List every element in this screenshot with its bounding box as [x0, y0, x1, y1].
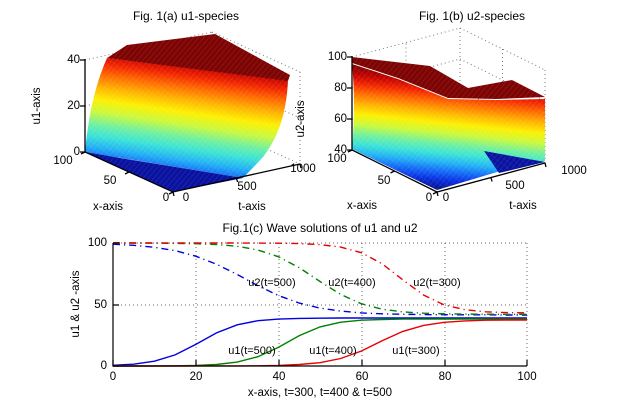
- annotation-u1-t500: u1(t=500): [228, 345, 276, 357]
- fig-c-ytick-100: 100: [87, 237, 107, 249]
- curve-u1(t=400): [113, 318, 527, 367]
- fig-c-xtick-20: 20: [189, 371, 203, 383]
- fig-c-xtick-0: 0: [109, 371, 117, 383]
- fig-c-ytick-50: 50: [94, 299, 107, 311]
- fig-b-xaxis-label: x-axis: [346, 200, 378, 212]
- fig-c-xtick-80: 80: [438, 371, 452, 383]
- curve-u2(t=400): [113, 242, 527, 315]
- annotation-u2-t400: u2(t=400): [328, 277, 376, 289]
- fig-a-surface: [85, 34, 290, 192]
- curve-u1(t=500): [112, 317, 527, 366]
- fig-b-ttick-0: 0: [442, 192, 450, 204]
- fig-a-xtick-0: 0: [162, 192, 170, 204]
- fig-a-ztick-20: 20: [67, 100, 80, 112]
- fig-c-axes: [112, 242, 528, 367]
- fig-a-ztick-0: 0: [73, 146, 80, 158]
- fig-b-ztick-60: 60: [334, 113, 347, 125]
- fig-a-title: Fig. 1(a) u1-species: [132, 9, 240, 23]
- fig-a-taxis-label: t-axis: [238, 201, 266, 213]
- fig-a-axes: [80, 59, 302, 197]
- fig-b-xtick-50: 50: [377, 175, 391, 187]
- annotation-u1-t300: u1(t=300): [392, 345, 440, 357]
- fig-c-xtick-60: 60: [355, 371, 369, 383]
- fig-b-title: Fig. 1(b) u2-species: [418, 9, 526, 23]
- fig-a-zaxis-label: u1-axis: [31, 87, 43, 125]
- fig-b-zaxis-label: u2-axis: [295, 100, 307, 138]
- curve-u2(t=500): [112, 243, 527, 316]
- fig-b-surface: [352, 57, 545, 190]
- fig-a-ttick-0: 0: [182, 192, 190, 204]
- annotation-u1-t400: u1(t=400): [309, 345, 357, 357]
- fig-b-axes: [347, 56, 547, 197]
- fig-b-taxis-label: t-axis: [509, 200, 537, 212]
- fig-b-xtick-0: 0: [425, 192, 433, 204]
- fig-a-xtick-100: 100: [53, 155, 73, 167]
- fig-a-ttick-500: 500: [237, 181, 257, 193]
- curve-u2(t=300): [113, 242, 528, 314]
- annotation-u2-t300: u2(t=300): [413, 277, 461, 289]
- fig-c-xtick-100: 100: [517, 371, 537, 383]
- fig-a-xaxis-label: x-axis: [92, 201, 124, 213]
- fig-b-ttick-1000: 1000: [561, 165, 587, 177]
- fig-b-xtick-100: 100: [327, 153, 347, 165]
- fig-b-ttick-500: 500: [505, 180, 525, 192]
- fig-b-ztick-100: 100: [327, 51, 347, 63]
- fig-c-xtick-40: 40: [272, 371, 286, 383]
- fig-a-ztick-40: 40: [67, 54, 80, 66]
- fig-b-ztick-80: 80: [334, 82, 347, 94]
- fig-c-xaxis-label: x-axis, t=300, t=400 & t=500: [247, 387, 393, 399]
- fig-a-xtick-50: 50: [103, 175, 117, 187]
- fig-a-ttick-1000: 1000: [290, 163, 316, 175]
- annotation-u2-t500: u2(t=500): [248, 277, 296, 289]
- fig-b-ztick-40: 40: [334, 144, 347, 156]
- fig-c-ytick-0: 0: [100, 360, 107, 372]
- fig-c-title: Fig.1(c) Wave solutions of u1 and u2: [222, 221, 418, 235]
- fig-c-yaxis-label: u1 & u2 -axis: [70, 270, 82, 338]
